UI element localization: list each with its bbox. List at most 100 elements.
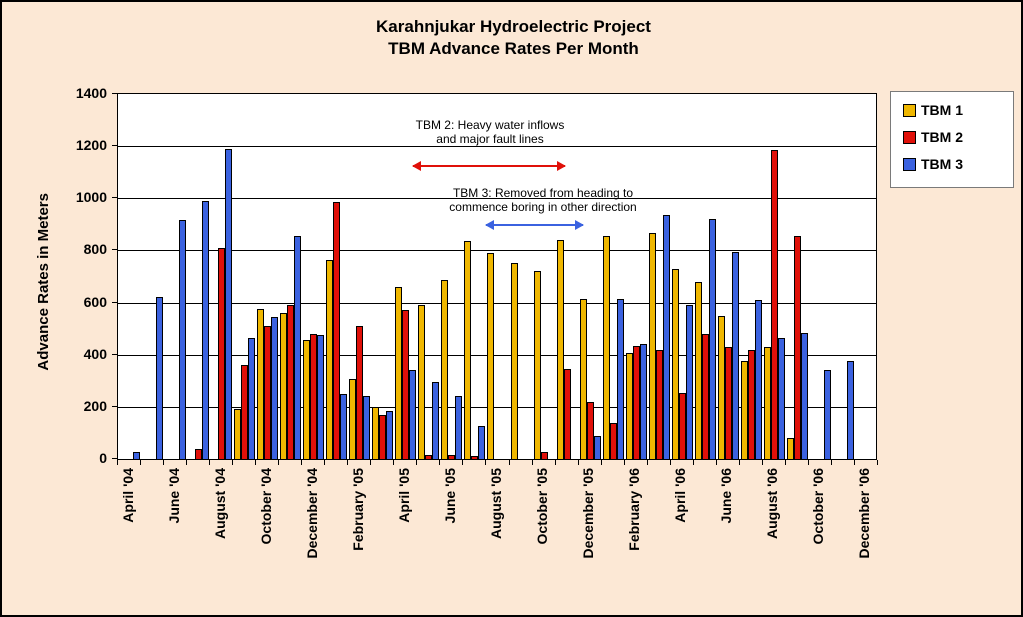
legend-item-tbm2: TBM 2 [903, 129, 1013, 145]
bar-tbm2-6 [241, 365, 249, 459]
bar-tbm2-27 [724, 346, 732, 459]
month-group-april-04 [118, 94, 141, 459]
bar-tbm1-16 [464, 241, 472, 459]
bar-tbm3-3 [179, 220, 187, 459]
month-group-september-04 [233, 94, 256, 459]
month-group-november-04 [279, 94, 302, 459]
bar-tbm2-15 [448, 455, 456, 459]
y-tick-label-0: 0 [99, 450, 107, 466]
plot-area: TBM 2: Heavy water inflows and major fau… [117, 93, 877, 460]
x-tick-mark [416, 460, 418, 465]
x-tick-label-october-05: October '05 [534, 468, 551, 545]
x-tick-mark [301, 460, 303, 465]
month-group-september-06 [786, 94, 809, 459]
x-tick-mark [577, 460, 579, 465]
bar-tbm3-21 [593, 435, 601, 459]
x-tick-mark [784, 460, 786, 465]
month-group-april-05 [394, 94, 417, 459]
bar-tbm2-29 [770, 150, 778, 459]
month-group-april-06 [671, 94, 694, 459]
bar-tbm1-7 [257, 309, 265, 459]
month-group-october-06 [809, 94, 832, 459]
bar-tbm3-25 [685, 305, 693, 459]
month-group-september-05 [510, 94, 533, 459]
bar-tbm1-25 [671, 268, 679, 459]
x-tick-mark [393, 460, 395, 465]
x-tick-mark [761, 460, 763, 465]
tbm1-swatch [903, 103, 916, 117]
bar-tbm1-9 [303, 340, 311, 459]
month-group-october-05 [533, 94, 556, 459]
y-tick-label-200: 200 [83, 397, 107, 414]
x-tick-mark [646, 460, 648, 465]
bar-tbm3-23 [639, 344, 647, 459]
bar-tbm2-5 [218, 247, 226, 459]
month-group-march-06 [648, 94, 671, 459]
arrow-right-head [575, 220, 584, 230]
bar-tbm3-26 [708, 219, 716, 459]
gridline-800 [118, 250, 876, 252]
x-tick-mark [278, 460, 280, 465]
bar-tbm3-22 [616, 298, 624, 459]
bar-tbm3-32 [846, 361, 854, 459]
x-tick-label-april-05: April '05 [395, 468, 412, 523]
x-tick-mark [117, 460, 118, 465]
month-group-december-06 [855, 94, 878, 459]
y-tick-mark [112, 458, 117, 459]
month-group-june-04 [164, 94, 187, 459]
y-tick-label-600: 600 [83, 293, 107, 310]
x-tick-mark [669, 460, 671, 465]
x-tick-mark [600, 460, 602, 465]
month-group-december-05 [579, 94, 602, 459]
month-group-january-05 [325, 94, 348, 459]
x-tick-mark [830, 460, 832, 465]
y-tick-mark [112, 301, 117, 303]
arrow-right-head [557, 161, 566, 171]
annotation-tbm3: TBM 3: Removed from heading to commence … [449, 186, 637, 214]
bar-tbm1-19 [533, 271, 541, 459]
x-tick-label-october-06: October '06 [810, 468, 827, 545]
bar-tbm3-6 [248, 337, 256, 459]
x-tick-mark [140, 460, 142, 465]
bar-tbm1-21 [579, 298, 587, 459]
month-group-may-06 [694, 94, 717, 459]
x-tick-label-june-06: June '06 [718, 468, 735, 524]
bar-tbm2-25 [678, 392, 686, 459]
bar-tbm2-14 [425, 455, 433, 459]
bar-tbm2-10 [333, 202, 341, 459]
month-group-june-06 [717, 94, 740, 459]
bar-tbm2-11 [356, 326, 364, 459]
bar-tbm1-17 [487, 253, 495, 459]
annotation-tbm2: TBM 2: Heavy water inflows and major fau… [415, 118, 565, 146]
y-tick-mark [112, 353, 117, 355]
month-group-november-05 [556, 94, 579, 459]
x-tick-label-june-05: June '05 [441, 468, 458, 524]
x-tick-mark [877, 460, 878, 465]
bar-tbm3-28 [754, 299, 762, 459]
x-tick-mark [807, 460, 809, 465]
bar-tbm2-22 [609, 422, 617, 459]
bar-tbm3-27 [731, 251, 739, 459]
x-tick-label-april-06: April '06 [672, 468, 689, 523]
bar-tbm1-27 [717, 315, 725, 459]
bar-tbm2-16 [471, 456, 479, 459]
bar-tbm1-6 [234, 409, 242, 459]
bar-tbm3-31 [823, 370, 831, 459]
bar-tbm1-29 [763, 346, 771, 459]
x-tick-mark [738, 460, 740, 465]
month-group-december-04 [302, 94, 325, 459]
bar-tbm1-12 [372, 406, 380, 459]
bar-tbm2-4 [195, 448, 203, 459]
bar-tbm3-2 [156, 297, 164, 459]
bar-tbm3-24 [662, 215, 670, 459]
tbm2-swatch [903, 130, 916, 144]
bar-tbm2-7 [264, 326, 272, 459]
bar-tbm1-24 [648, 233, 656, 459]
month-group-may-04 [141, 94, 164, 459]
bar-tbm1-23 [625, 353, 633, 459]
bar-tbm2-12 [379, 414, 387, 459]
y-tick-mark [112, 405, 117, 407]
month-group-october-04 [256, 94, 279, 459]
bar-tbm1-26 [694, 281, 702, 459]
